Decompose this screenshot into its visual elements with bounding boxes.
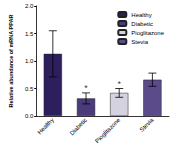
svg-text:Diabetic: Diabetic [131,21,153,27]
svg-text:0.5: 0.5 [25,86,34,92]
svg-text:*: * [117,79,121,89]
svg-text:1.0: 1.0 [25,58,34,64]
svg-text:Healthy: Healthy [131,12,151,18]
svg-text:Stevia: Stevia [139,116,155,132]
svg-text:0.0: 0.0 [25,113,34,119]
svg-text:Stevia: Stevia [131,39,148,45]
svg-text:Pioglitazone: Pioglitazone [131,30,164,36]
svg-text:Diabetic: Diabetic [69,117,89,137]
svg-text:*: * [84,83,88,93]
svg-text:Relative abundance of mRNA PPA: Relative abundance of mRNA PPAR [8,15,14,108]
svg-text:2.0: 2.0 [25,3,34,9]
svg-text:Pioglitazone: Pioglitazone [94,116,122,144]
svg-text:1.5: 1.5 [25,31,34,37]
svg-text:Healthy: Healthy [36,117,55,136]
